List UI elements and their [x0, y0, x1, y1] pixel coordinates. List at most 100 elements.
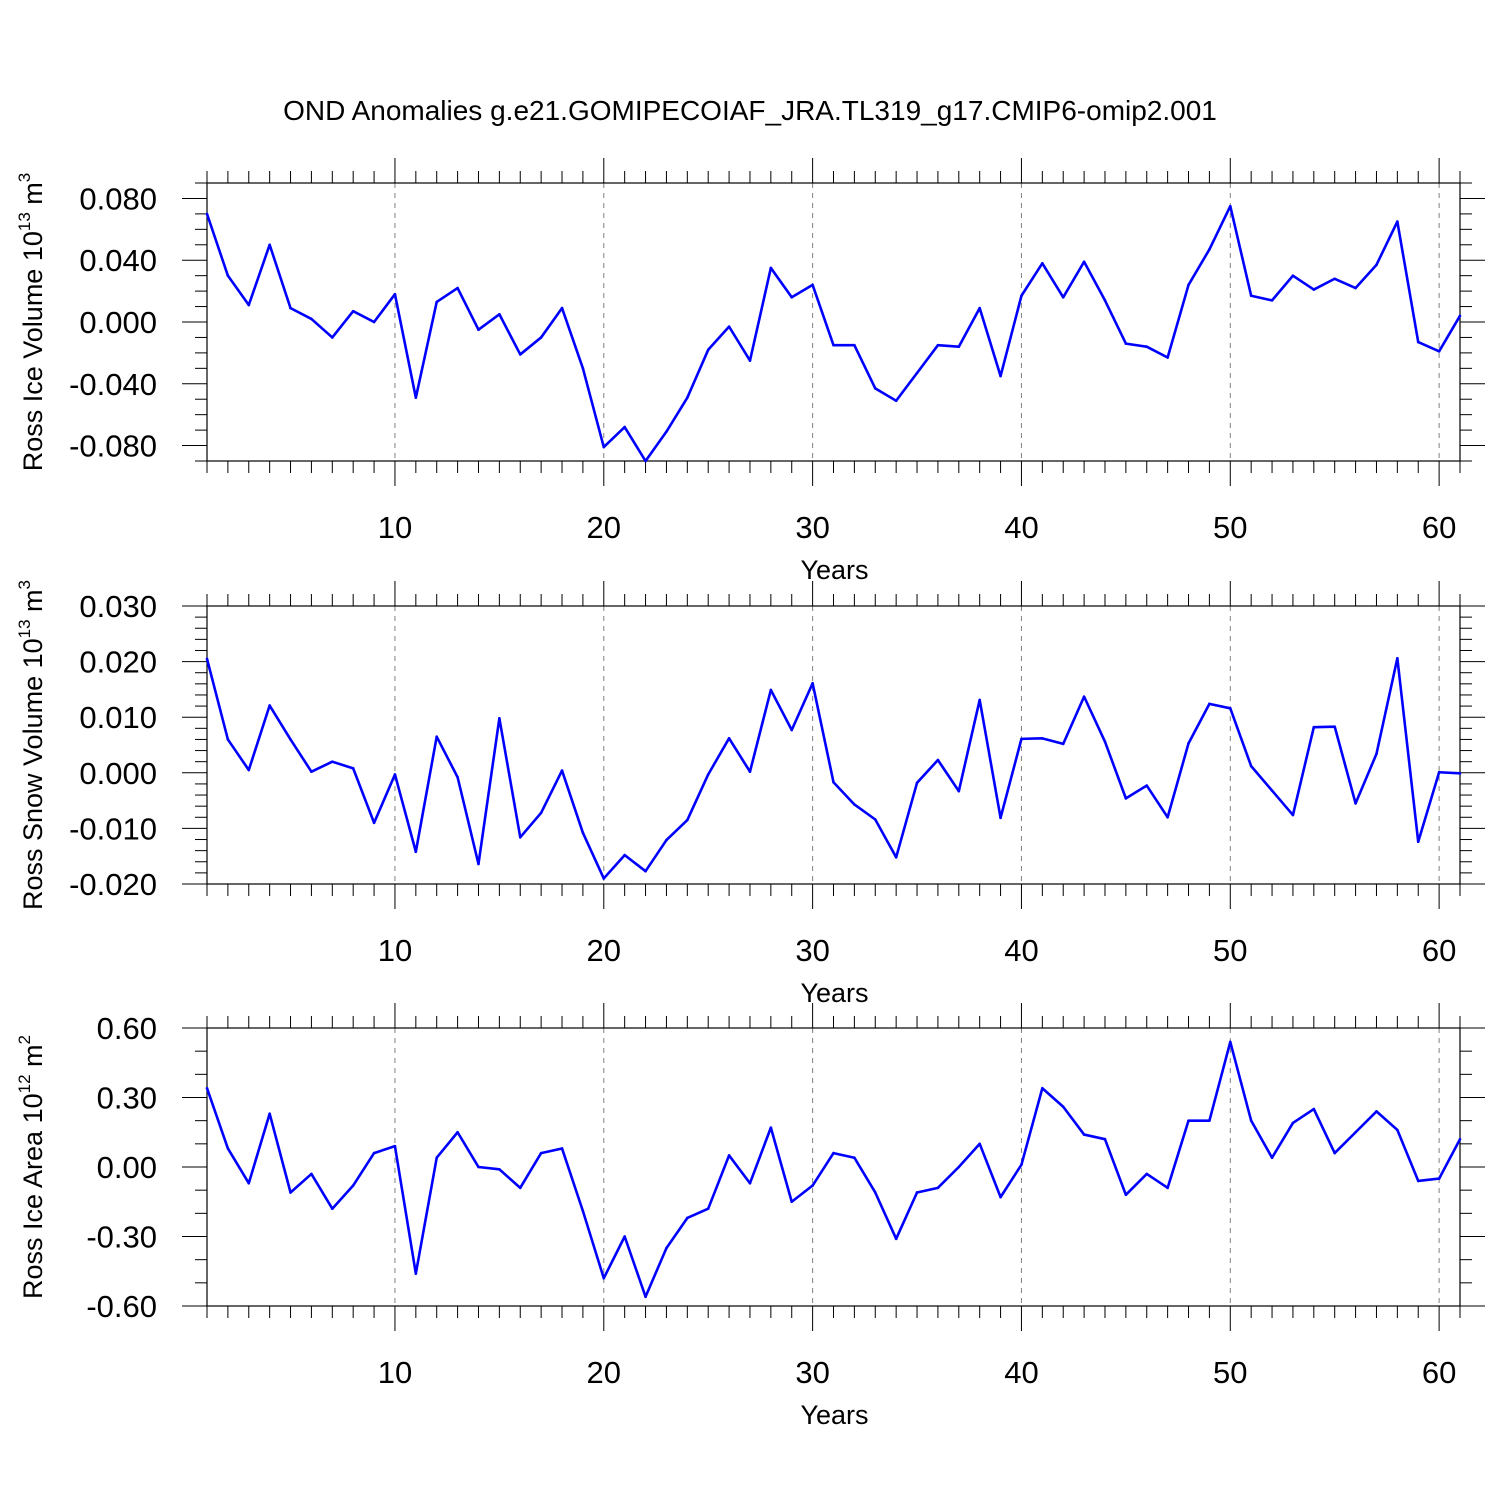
data-point	[1416, 340, 1420, 344]
data-point	[873, 1191, 877, 1194]
data-point	[748, 1181, 752, 1185]
y-axis-title-superscript: 2	[15, 1035, 34, 1044]
data-point	[1208, 248, 1211, 251]
data-point	[1041, 262, 1044, 265]
chart-panel-3: 10 20 30 40 50 60 -0.60 -0.30 0.00 0.30 0.60 Years R…	[15, 1003, 1485, 1430]
x-tick-label: 50	[1213, 1355, 1247, 1390]
data-point	[1187, 1119, 1190, 1122]
y-axis-title-superscript: 3	[15, 173, 34, 182]
data-point	[1375, 263, 1378, 267]
y-tick-label: 0.080	[79, 181, 157, 216]
data-point	[581, 367, 585, 370]
data-point	[1103, 1137, 1107, 1141]
y-tick-label: 0.010	[79, 700, 157, 735]
data-point	[1187, 283, 1190, 287]
y-tick-label: 0.60	[97, 1011, 157, 1046]
y-axis-title-superscript: 13	[15, 212, 34, 231]
x-tick-label: 50	[1213, 510, 1247, 545]
data-point	[706, 348, 710, 352]
data-point	[1166, 356, 1169, 359]
y-tick-label: -0.010	[69, 811, 157, 846]
data-point	[1082, 260, 1086, 264]
data-point	[435, 735, 439, 738]
data-point	[1437, 1177, 1441, 1180]
data-point	[310, 317, 313, 321]
data-point	[832, 1151, 835, 1155]
y-axis-title-text: Ross Snow Volume 10	[18, 638, 48, 910]
data-point	[1187, 742, 1190, 745]
data-point	[1354, 802, 1357, 805]
data-point	[393, 773, 397, 776]
data-point	[498, 312, 501, 316]
data-point	[957, 789, 961, 793]
data-point	[477, 1165, 480, 1169]
data-point	[1145, 1172, 1149, 1176]
y-axis-title: Ross Ice Volume 1013 m3	[15, 173, 48, 472]
data-point	[1020, 737, 1023, 741]
x-tick-label: 20	[587, 933, 621, 968]
y-tick-label: -0.020	[69, 867, 157, 902]
data-point	[581, 831, 585, 835]
data-point	[1396, 656, 1399, 660]
y-tick-label: 0.000	[79, 305, 157, 340]
data-point	[769, 1126, 773, 1129]
data-point	[456, 775, 459, 779]
data-point	[414, 396, 418, 399]
x-axis-title: Years	[800, 555, 868, 585]
data-point	[1208, 1119, 1211, 1122]
data-point	[602, 1276, 606, 1280]
data-point	[1166, 815, 1169, 819]
data-point	[393, 1144, 397, 1148]
x-tick-label: 10	[378, 1355, 412, 1390]
data-point	[853, 1156, 856, 1160]
y-tick-label: -0.60	[86, 1289, 157, 1324]
data-point	[226, 274, 230, 277]
x-axis-title: Years	[800, 978, 868, 1008]
data-point	[686, 396, 689, 399]
data-point	[1375, 1110, 1378, 1113]
x-tick-label: 60	[1422, 510, 1456, 545]
data-point	[518, 835, 522, 839]
data-point	[1061, 742, 1065, 746]
data-point	[1103, 299, 1107, 302]
data-point	[1228, 204, 1232, 208]
data-point	[790, 1200, 794, 1204]
data-point	[915, 781, 919, 785]
data-point	[623, 425, 626, 429]
data-point	[665, 430, 668, 433]
data-point	[644, 1295, 647, 1299]
data-point	[1333, 277, 1336, 281]
data-point	[811, 681, 814, 685]
data-point	[539, 336, 543, 339]
x-tick-label: 30	[795, 510, 829, 545]
data-point	[1270, 299, 1274, 302]
data-point	[1082, 1133, 1086, 1136]
data-point	[1061, 295, 1065, 299]
data-point	[351, 309, 355, 313]
x-tick-label: 60	[1422, 1355, 1456, 1390]
data-point	[372, 821, 376, 825]
data-point	[372, 1151, 376, 1155]
data-point	[1020, 1163, 1023, 1166]
data-point	[414, 850, 418, 854]
data-point	[226, 738, 230, 741]
x-tick-label: 40	[1004, 933, 1038, 968]
x-tick-label: 10	[378, 933, 412, 968]
data-point	[665, 1246, 668, 1250]
y-tick-label: 0.030	[79, 589, 157, 624]
data-point	[915, 371, 919, 375]
y-axis-title-superscript: 12	[15, 1074, 34, 1093]
x-tick-label: 30	[795, 1355, 829, 1390]
data-point	[477, 862, 480, 866]
data-point	[894, 399, 898, 403]
data-point	[1458, 314, 1462, 318]
x-axis-title: Years	[800, 1400, 868, 1430]
data-point	[727, 1154, 731, 1157]
data-point	[957, 1165, 961, 1169]
data-point	[769, 688, 773, 692]
data-point	[832, 780, 835, 784]
data-point	[1312, 1107, 1316, 1111]
data-point	[706, 1207, 710, 1210]
y-tick-label: -0.080	[69, 429, 157, 464]
